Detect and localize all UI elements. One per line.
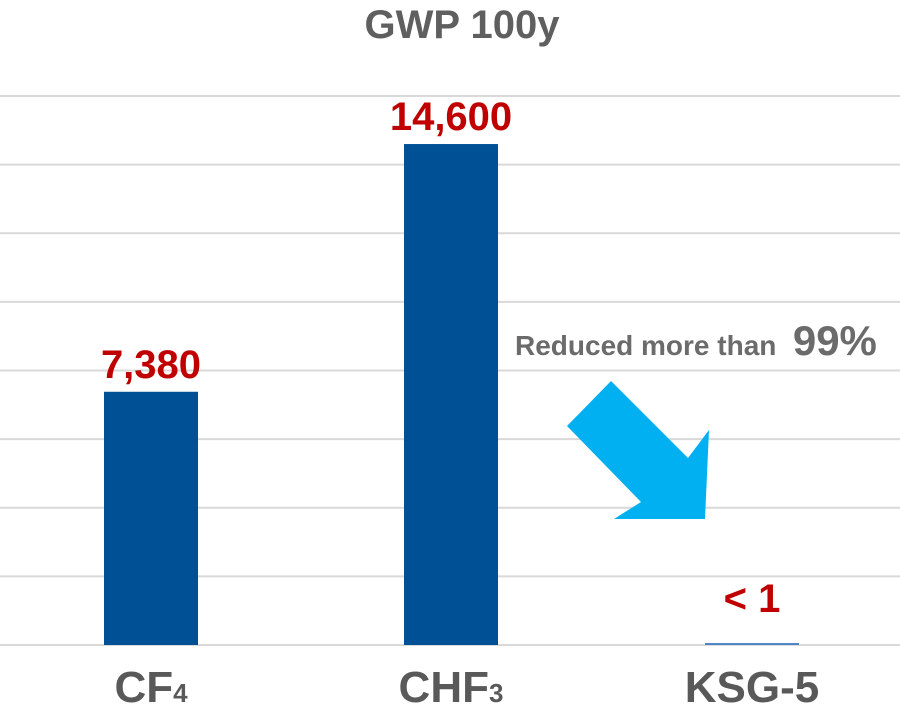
category-labels: CF4 CHF3 KSG-5 (114, 663, 819, 704)
category-label: CHF3 (399, 663, 504, 704)
reduction-annotation: Reduced more than 99% (515, 317, 877, 519)
annotation-text: Reduced more than (515, 330, 776, 361)
value-label: 14,600 (390, 95, 512, 139)
category-label: CF4 (114, 663, 188, 704)
value-label: 7,380 (101, 343, 201, 387)
value-labels: 7,380 14,600 < 1 (101, 95, 780, 621)
svg-text:Reduced more than 99%: Reduced more than 99% (515, 317, 877, 364)
chart-title: GWP 100y (365, 3, 561, 47)
bar-cf4 (104, 391, 198, 645)
bars (104, 144, 799, 645)
reduction-arrow-icon (567, 381, 709, 519)
annotation-percentage: 99% (793, 317, 877, 364)
bar-ksg-5 (705, 643, 799, 645)
value-label: < 1 (724, 577, 781, 621)
bar-chf3 (404, 144, 498, 645)
category-label: KSG-5 (685, 663, 819, 704)
